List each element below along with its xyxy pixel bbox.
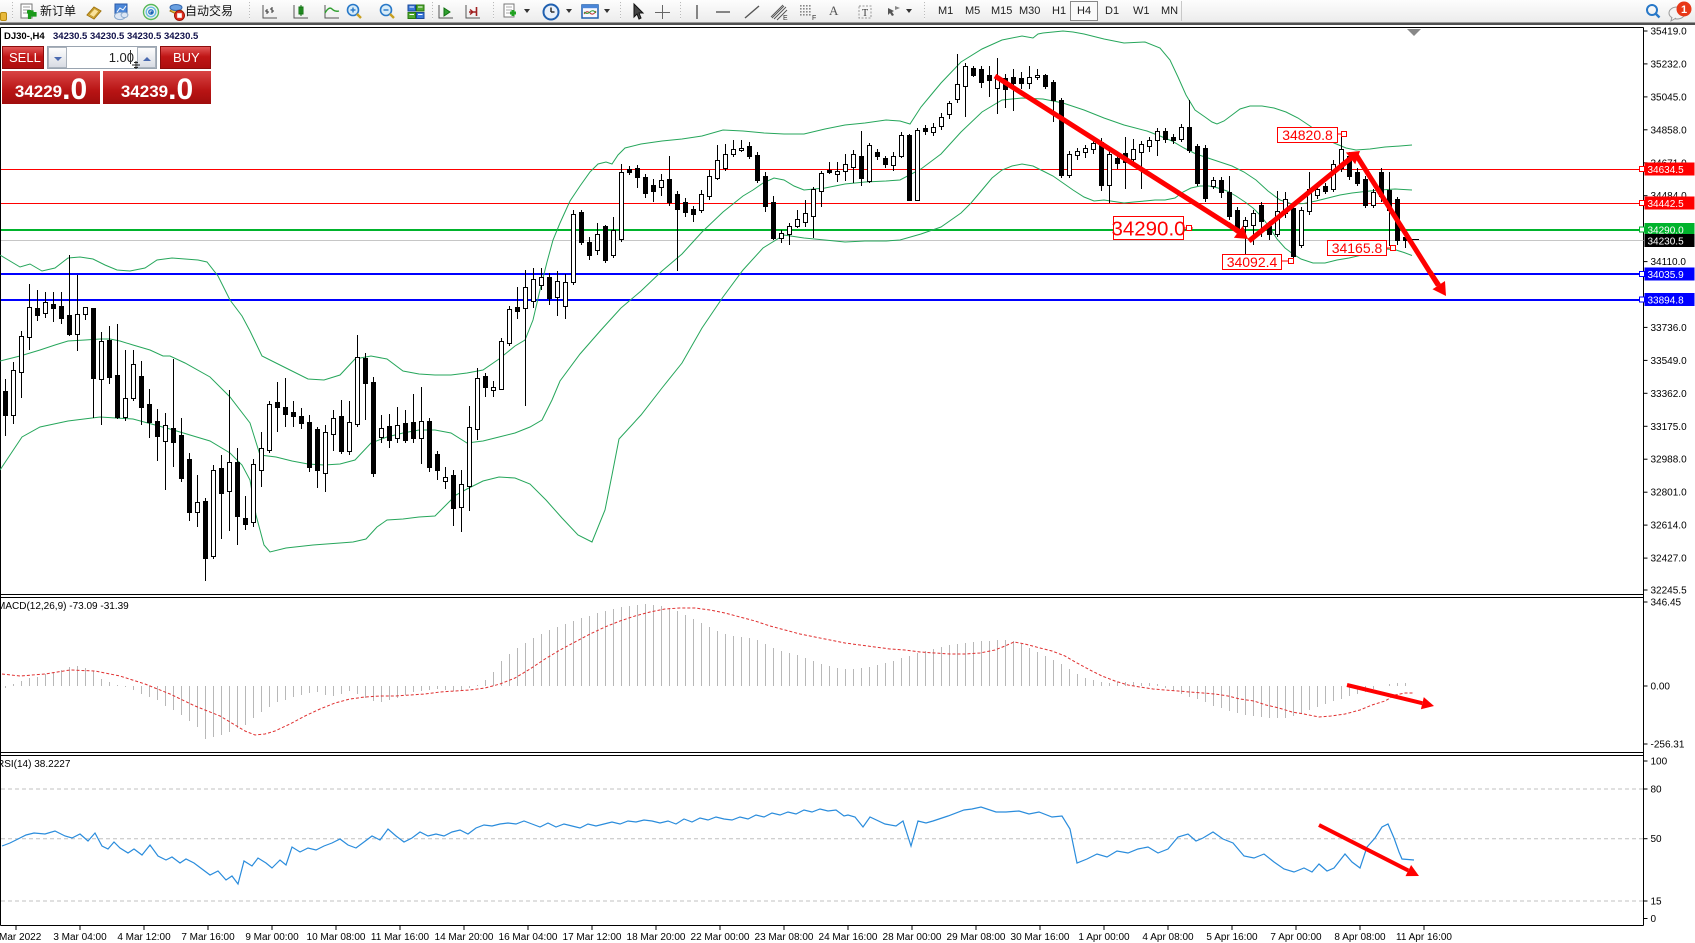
svg-text:32614.0: 32614.0 — [1651, 521, 1688, 532]
svg-text:33894.8: 33894.8 — [1648, 295, 1685, 306]
svg-text:34165.8: 34165.8 — [1332, 240, 1383, 256]
svg-text:35232.0: 35232.0 — [1651, 59, 1688, 70]
svg-text:14 Mar 20:00: 14 Mar 20:00 — [435, 932, 494, 943]
svg-text:DJ30-,H4: DJ30-,H4 — [4, 31, 45, 42]
svg-text:34858.0: 34858.0 — [1651, 125, 1688, 136]
svg-text:2 Mar 2022: 2 Mar 2022 — [0, 932, 42, 943]
svg-text:34230.5 34230.5 34230.5 34230.: 34230.5 34230.5 34230.5 34230.5 — [53, 31, 199, 42]
svg-text:34230.5: 34230.5 — [1648, 236, 1685, 247]
svg-text:15: 15 — [1651, 897, 1663, 908]
svg-text:50: 50 — [1651, 834, 1663, 845]
svg-text:80: 80 — [1651, 785, 1663, 796]
svg-text:18 Mar 20:00: 18 Mar 20:00 — [627, 932, 686, 943]
svg-text:23 Mar 08:00: 23 Mar 08:00 — [755, 932, 814, 943]
svg-text:32988.0: 32988.0 — [1651, 455, 1688, 466]
svg-text:33175.0: 33175.0 — [1651, 422, 1688, 433]
svg-text:11 Apr 16:00: 11 Apr 16:00 — [1396, 932, 1452, 943]
svg-text:-256.31: -256.31 — [1651, 740, 1685, 751]
svg-text:34035.9: 34035.9 — [1648, 270, 1685, 281]
svg-text:30 Mar 16:00: 30 Mar 16:00 — [1011, 932, 1070, 943]
svg-text:9 Mar 00:00: 9 Mar 00:00 — [245, 932, 299, 943]
svg-text:F: F — [812, 15, 816, 22]
svg-text:34092.4: 34092.4 — [1227, 254, 1278, 270]
svg-text:4 Apr 08:00: 4 Apr 08:00 — [1142, 932, 1194, 943]
svg-text:35045.0: 35045.0 — [1651, 92, 1688, 103]
svg-text:0.00: 0.00 — [1651, 682, 1671, 693]
svg-text:34442.5: 34442.5 — [1648, 199, 1685, 210]
svg-text:346.45: 346.45 — [1651, 598, 1682, 609]
svg-text:24 Mar 16:00: 24 Mar 16:00 — [819, 932, 878, 943]
svg-text:16 Mar 04:00: 16 Mar 04:00 — [499, 932, 558, 943]
svg-text:4 Mar 12:00: 4 Mar 12:00 — [117, 932, 171, 943]
svg-text:8 Apr 08:00: 8 Apr 08:00 — [1334, 932, 1386, 943]
svg-text:34634.5: 34634.5 — [1648, 165, 1685, 176]
svg-text:34110.0: 34110.0 — [1651, 257, 1687, 268]
svg-text:E: E — [783, 15, 788, 22]
svg-text:1 Apr 00:00: 1 Apr 00:00 — [1078, 932, 1130, 943]
svg-text:17 Mar 12:00: 17 Mar 12:00 — [563, 932, 622, 943]
svg-text:5 Apr 16:00: 5 Apr 16:00 — [1206, 932, 1258, 943]
svg-text:32245.5: 32245.5 — [1651, 586, 1688, 597]
svg-text:7 Mar 16:00: 7 Mar 16:00 — [181, 932, 235, 943]
svg-text:34820.8: 34820.8 — [1282, 127, 1333, 143]
svg-text:35419.0: 35419.0 — [1651, 27, 1688, 38]
svg-text:10 Mar 08:00: 10 Mar 08:00 — [307, 932, 366, 943]
svg-text:T: T — [862, 8, 868, 19]
svg-text:0: 0 — [1651, 914, 1657, 925]
svg-text:33362.0: 33362.0 — [1651, 389, 1688, 400]
svg-text:3 Mar 04:00: 3 Mar 04:00 — [53, 932, 107, 943]
svg-text:28 Mar 00:00: 28 Mar 00:00 — [883, 932, 942, 943]
svg-text:33549.0: 33549.0 — [1651, 356, 1688, 367]
svg-text:34290.0: 34290.0 — [1111, 217, 1185, 240]
svg-text:22 Mar 00:00: 22 Mar 00:00 — [691, 932, 750, 943]
svg-text:34290.0: 34290.0 — [1648, 225, 1685, 236]
svg-text:7 Apr 00:00: 7 Apr 00:00 — [1270, 932, 1322, 943]
svg-text:32801.0: 32801.0 — [1651, 488, 1688, 499]
svg-text:1: 1 — [1681, 4, 1687, 16]
svg-text:100: 100 — [1651, 757, 1668, 768]
svg-text:32427.0: 32427.0 — [1651, 554, 1688, 565]
svg-text:33736.0: 33736.0 — [1651, 323, 1688, 334]
svg-text:11 Mar 16:00: 11 Mar 16:00 — [371, 932, 430, 943]
svg-text:RSI(14) 38.2227: RSI(14) 38.2227 — [0, 759, 71, 770]
svg-text:29 Mar 08:00: 29 Mar 08:00 — [947, 932, 1006, 943]
svg-text:MACD(12,26,9) -73.09 -31.39: MACD(12,26,9) -73.09 -31.39 — [0, 601, 129, 612]
